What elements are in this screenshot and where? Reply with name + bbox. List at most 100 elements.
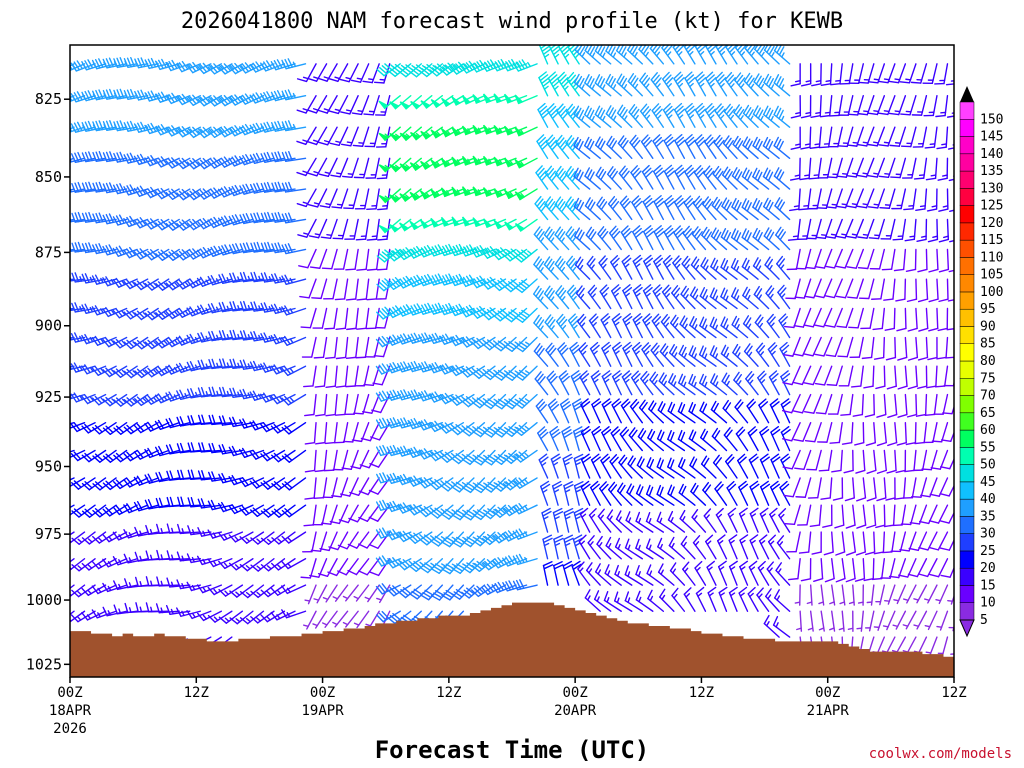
barb-pennant <box>378 100 390 110</box>
barb-flag <box>136 186 144 196</box>
barb-half-flag <box>100 397 106 403</box>
barb-flag <box>94 365 102 375</box>
barb-flag <box>133 219 141 229</box>
barb-half-flag <box>607 543 612 549</box>
barb-flag <box>113 399 122 407</box>
barb-flag <box>154 126 162 136</box>
barb-flag <box>84 423 92 432</box>
barb-flag <box>92 244 98 255</box>
barb-flag <box>160 219 169 228</box>
barb-half-flag <box>174 282 179 288</box>
barb-flag <box>64 124 69 132</box>
barb-flag <box>102 152 108 163</box>
barb-half-flag <box>176 62 181 69</box>
wind-barb <box>165 188 191 201</box>
barb-shaft <box>366 558 380 576</box>
barb-flag <box>368 489 379 495</box>
wind-barb <box>356 307 370 330</box>
barb-flag <box>150 122 157 133</box>
barb-flag <box>175 129 184 138</box>
barb-flag <box>145 524 150 536</box>
barb-flag <box>74 332 80 342</box>
barb-half-flag <box>334 108 341 112</box>
barb-flag <box>61 481 67 488</box>
barb-half-flag <box>574 85 579 91</box>
barb-flag <box>369 571 380 577</box>
barb-half-flag <box>155 125 160 132</box>
barb-flag <box>123 280 131 290</box>
wind-barb <box>588 313 601 339</box>
barb-flag <box>94 508 104 516</box>
wind-barb <box>538 45 552 65</box>
barb-half-flag <box>336 203 343 206</box>
barb-flag <box>123 154 129 164</box>
barb-half-flag <box>591 84 595 90</box>
barb-flag <box>65 272 68 281</box>
barb-half-flag <box>524 398 531 403</box>
barb-flag <box>108 244 115 254</box>
barb-flag <box>311 297 322 300</box>
barb-flag <box>155 312 164 320</box>
barb-shaft <box>313 477 317 499</box>
barb-half-flag <box>118 534 123 540</box>
barb-half-flag <box>572 295 577 301</box>
barb-half-flag <box>108 535 113 541</box>
barb-half-flag <box>100 308 104 314</box>
barb-flag <box>319 205 331 209</box>
wind-barb <box>70 422 75 425</box>
barb-flag <box>108 213 115 224</box>
wind-barb <box>552 507 564 533</box>
wind-barb <box>608 225 622 251</box>
barb-flag <box>112 506 121 516</box>
barb-flag <box>123 249 131 259</box>
wind-barb <box>556 313 570 339</box>
wind-barb <box>91 558 117 570</box>
barb-flag <box>74 242 80 253</box>
barb-flag <box>154 446 161 457</box>
barb-flag <box>313 356 325 359</box>
wind-barb <box>154 124 180 136</box>
barb-half-flag <box>580 322 586 328</box>
barb-flag <box>345 356 357 360</box>
barb-half-flag <box>79 365 83 371</box>
barb-flag <box>84 182 90 193</box>
barb-flag <box>171 188 179 197</box>
wind-barb <box>144 186 170 199</box>
barb-half-flag <box>121 310 126 316</box>
barb-half-flag <box>224 617 230 622</box>
barb-flag <box>56 155 61 163</box>
barb-flag <box>147 310 156 319</box>
barb-flag <box>123 370 132 379</box>
barb-flag <box>88 242 93 253</box>
barb-flag <box>168 93 175 103</box>
barb-half-flag <box>527 61 532 68</box>
barb-flag <box>351 112 363 116</box>
wind-barb <box>545 134 559 160</box>
barb-half-flag <box>323 108 330 112</box>
wind-barb <box>281 609 307 619</box>
barb-flag <box>155 497 161 509</box>
barb-flag <box>81 243 87 254</box>
barb-half-flag <box>603 321 609 327</box>
barb-half-flag <box>597 569 602 575</box>
wind-barb <box>296 157 317 177</box>
barb-shaft <box>343 422 349 444</box>
barb-flag <box>70 127 73 133</box>
wind-barb <box>335 336 349 360</box>
barb-flag <box>98 181 104 192</box>
wind-barb <box>363 95 380 116</box>
barb-flag <box>105 306 112 316</box>
barb-flag <box>95 151 101 162</box>
barb-half-flag <box>170 581 174 588</box>
barb-half-flag <box>587 595 591 601</box>
barb-flag <box>92 182 98 193</box>
barb-flag <box>154 190 163 200</box>
barb-flag <box>94 481 104 489</box>
barb-half-flag <box>364 596 371 600</box>
barb-flag <box>95 89 101 100</box>
barb-half-flag <box>79 276 83 282</box>
barb-flag <box>84 273 90 283</box>
barb-flag <box>126 368 135 377</box>
barb-flag <box>324 356 336 360</box>
barb-half-flag <box>98 537 103 542</box>
